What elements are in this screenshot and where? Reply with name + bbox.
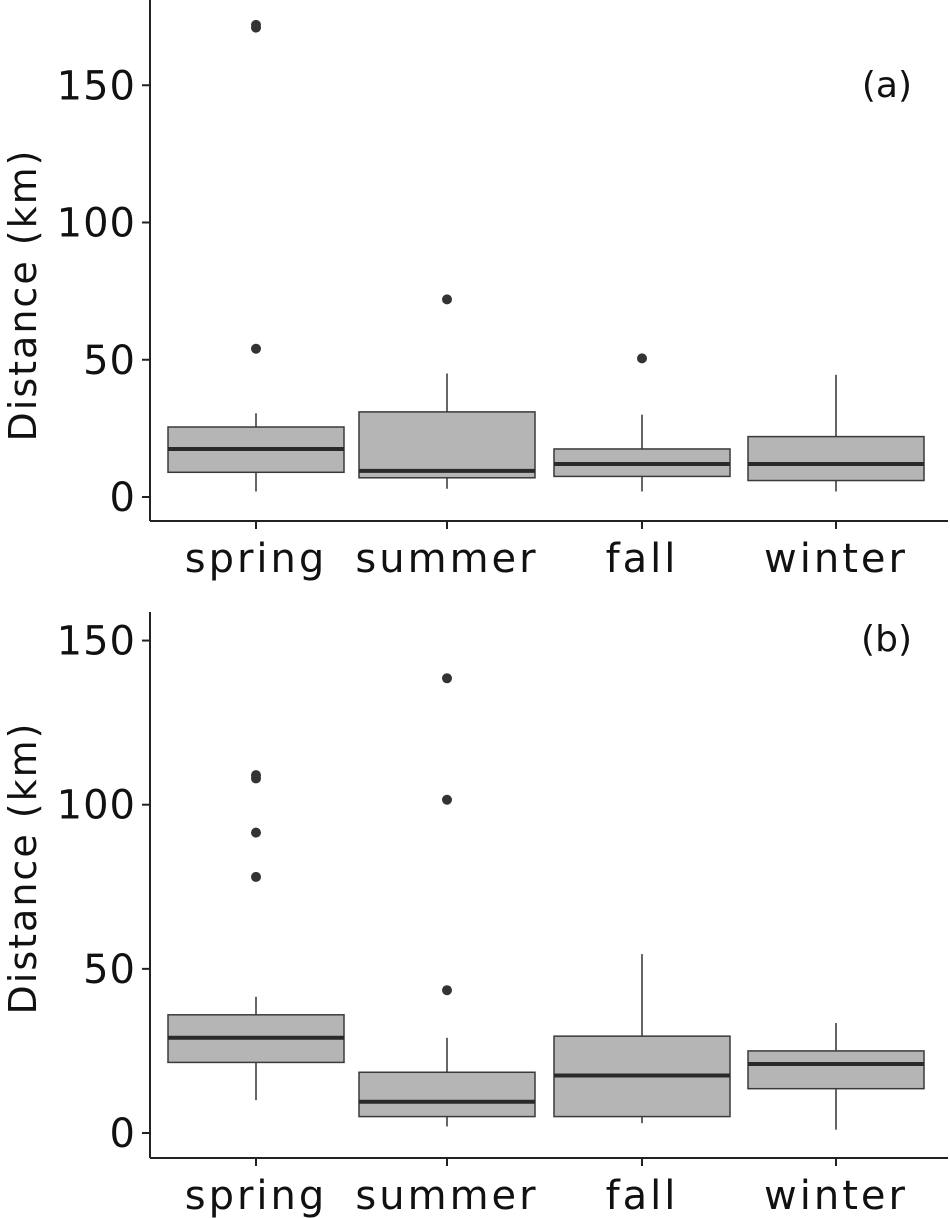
outlier-point bbox=[442, 985, 452, 996]
outlier-point bbox=[251, 343, 261, 354]
x-tick-label-spring: spring bbox=[185, 536, 328, 582]
box-fall bbox=[553, 954, 731, 1124]
y-tick-label: 50 bbox=[83, 338, 136, 384]
panel-b: 0 50 100 150 spring summer fall winter Distance … bbox=[1, 612, 948, 1218]
panel-a: 0 50 100 150 spring summer fall winter Distance … bbox=[1, 0, 948, 582]
y-tick-label: 100 bbox=[57, 201, 136, 247]
x-tick-label-summer: summer bbox=[355, 536, 538, 582]
box-iqr bbox=[747, 435, 925, 482]
y-tick-label: 0 bbox=[110, 1111, 136, 1157]
box-iqr bbox=[358, 1071, 536, 1118]
x-tick-label-summer: summer bbox=[355, 1173, 538, 1218]
box-spring bbox=[167, 770, 345, 1101]
outlier-point bbox=[442, 794, 452, 805]
box-winter bbox=[747, 374, 925, 492]
y-tick-label: 0 bbox=[110, 475, 136, 521]
outlier-point bbox=[442, 294, 452, 305]
y-axis-title: Distance (km) bbox=[1, 722, 45, 1015]
y-tick-label: 100 bbox=[57, 783, 136, 829]
x-tick-label-winter: winter bbox=[764, 1173, 908, 1218]
x-tick-label-fall: fall bbox=[606, 536, 679, 582]
y-axis-title: Distance (km) bbox=[1, 149, 45, 442]
x-tick-label-spring: spring bbox=[185, 1173, 328, 1218]
box-summer bbox=[358, 294, 536, 489]
x-tick-label-fall: fall bbox=[606, 1173, 679, 1218]
y-tick-label: 150 bbox=[57, 63, 136, 109]
panel-label: (b) bbox=[861, 619, 912, 660]
x-tick-label-winter: winter bbox=[764, 536, 908, 582]
outlier-point bbox=[251, 827, 261, 838]
box-winter bbox=[747, 1023, 925, 1130]
outlier-point bbox=[251, 770, 261, 781]
y-tick-label: 150 bbox=[57, 619, 136, 665]
box-spring bbox=[167, 19, 345, 492]
box-fall bbox=[553, 353, 731, 492]
outlier-point bbox=[442, 673, 452, 684]
outlier-point bbox=[251, 871, 261, 882]
panel-label: (a) bbox=[862, 65, 912, 106]
box-summer bbox=[358, 673, 536, 1127]
box-iqr bbox=[747, 1050, 925, 1090]
outlier-point bbox=[251, 19, 261, 30]
outlier-point bbox=[637, 353, 647, 364]
box-iqr bbox=[358, 411, 536, 479]
y-tick-label: 50 bbox=[83, 947, 136, 993]
